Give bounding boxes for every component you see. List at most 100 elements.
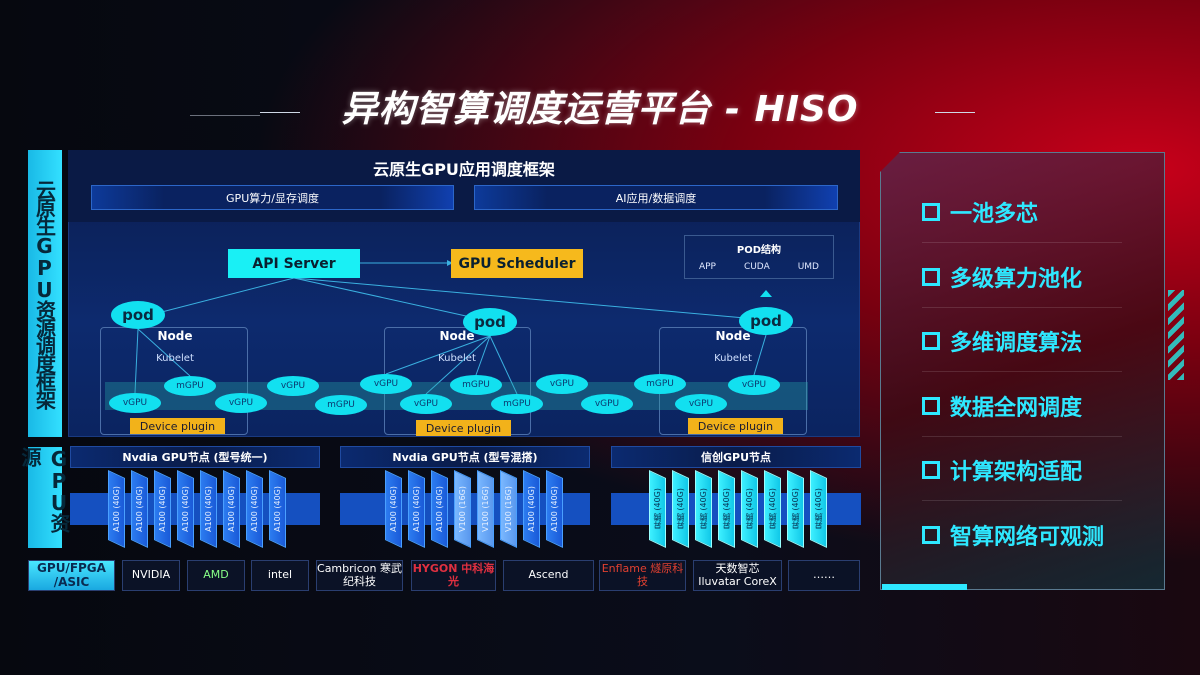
gpu-ellipse: mGPU	[164, 376, 216, 396]
gpu-card-label: A100 (40G)	[181, 486, 190, 532]
arrow-right-icon	[447, 260, 453, 266]
gpu-ellipse: mGPU	[634, 374, 686, 394]
vendor-logo: Ascend	[503, 560, 594, 591]
gpu-card-label: 昇腾 (40G)	[653, 488, 662, 530]
gpu-card: A100 (40G)	[523, 470, 540, 548]
gpu-card-group: A100 (40G) A100 (40G) A100 (40G) V100 (16G)…	[385, 470, 563, 548]
kubelet-label: Kubelet	[156, 353, 194, 364]
gpu-node-header: Nvdia GPU节点 (型号混搭)	[340, 446, 590, 468]
feature-label: 计算架构适配	[950, 460, 1083, 485]
gpu-card: V100 (16G)	[454, 470, 471, 548]
gpu-card-label: 昇腾 (40G)	[699, 488, 708, 530]
pod-ellipse: pod	[463, 308, 517, 336]
vendor-logo: Cambricon 寒武纪科技	[316, 560, 403, 591]
gpu-ellipse: mGPU	[315, 395, 367, 415]
device-plugin-box: Device plugin	[130, 418, 225, 434]
gpu-ellipse: mGPU	[450, 375, 502, 395]
device-plugin-box: Device plugin	[416, 420, 511, 436]
title-deco-left	[260, 112, 300, 113]
gpu-ellipse: vGPU	[728, 375, 780, 395]
framework-side-label: 云原生GPU资源调度框架	[28, 150, 62, 437]
checkbox-icon	[922, 203, 940, 221]
gpu-card-label: A100 (40G)	[273, 486, 282, 532]
gpu-card-label: 昇腾 (40G)	[768, 488, 777, 530]
gpu-node-header: 信创GPU节点	[611, 446, 861, 468]
divider	[922, 371, 1122, 372]
gpu-card-label: A100 (40G)	[204, 486, 213, 532]
gpu-card: A100 (40G)	[246, 470, 263, 548]
gpu-card-label: 昇腾 (40G)	[722, 488, 731, 530]
gpu-card-label: A100 (40G)	[158, 486, 167, 532]
link	[137, 328, 191, 377]
pod-item-umd: UMD	[797, 262, 819, 272]
feature-item: 计算架构适配	[922, 454, 1082, 486]
node-label: Node	[715, 329, 751, 343]
divider	[922, 500, 1122, 501]
gpu-ellipse: vGPU	[675, 394, 727, 414]
gpu-card-label: A100 (40G)	[389, 486, 398, 532]
band-gpu-scheduling: GPU算力/显存调度	[91, 185, 454, 210]
api-server-box: API Server	[228, 249, 360, 278]
divider	[922, 242, 1122, 243]
checkbox-icon	[922, 332, 940, 350]
gpu-node-header: Nvdia GPU节点 (型号统一)	[70, 446, 320, 468]
gpu-card: A100 (40G)	[200, 470, 217, 548]
gpu-ellipse: vGPU	[109, 393, 161, 413]
vendor-logo: intel	[251, 560, 309, 591]
feature-label: 智算网络可观测	[950, 524, 1105, 550]
page-title: 异构智算调度运营平台 - HISO	[341, 89, 859, 130]
checkbox-icon	[922, 461, 940, 479]
gpu-card: A100 (40G)	[546, 470, 563, 548]
pod-item-cuda: CUDA	[743, 262, 770, 272]
gpu-card-label: 昇腾 (40G)	[676, 488, 685, 530]
pod-ellipse: pod	[739, 307, 793, 335]
feature-item: 多维调度算法	[922, 325, 1082, 357]
framework-title: 云原生GPU应用调度框架	[373, 160, 555, 179]
gpu-card: 昇腾 (40G)	[649, 470, 666, 548]
node-label: Node	[157, 329, 193, 343]
link	[425, 335, 491, 395]
gpu-card-label: V100 (16G)	[481, 486, 490, 532]
feature-label: 数据全网调度	[950, 395, 1083, 421]
divider	[190, 115, 260, 116]
checkbox-icon	[922, 396, 940, 415]
gpu-card: A100 (40G)	[408, 470, 425, 548]
gpu-ellipse: vGPU	[400, 394, 452, 414]
gpu-card-label: A100 (40G)	[527, 486, 536, 532]
gpu-card: A100 (40G)	[431, 470, 448, 548]
kubelet-label: Kubelet	[714, 353, 752, 364]
vendor-logo: AMD	[187, 560, 245, 591]
gpu-card-label: A100 (40G)	[112, 486, 121, 532]
feature-label: 多级算力池化	[950, 266, 1083, 292]
gpu-ellipse: mGPU	[491, 394, 543, 414]
gpu-card-label: V100 (16G)	[458, 486, 467, 532]
link	[293, 277, 476, 319]
gpu-card: A100 (40G)	[108, 470, 125, 548]
gpu-side-label: GPU资源	[18, 447, 71, 548]
gpu-card: A100 (40G)	[131, 470, 148, 548]
gpu-card-label: V100 (16G)	[504, 486, 513, 532]
gpu-card-label: A100 (40G)	[227, 486, 236, 532]
gpu-card: 昇腾 (40G)	[718, 470, 735, 548]
gpu-card: A100 (40G)	[154, 470, 171, 548]
vendor-logo: Enflame 燧原科技	[599, 560, 686, 591]
feature-panel	[880, 152, 1165, 590]
gpu-card: 昇腾 (40G)	[672, 470, 689, 548]
pod-structure-box: POD结构 APP CUDA UMD	[684, 235, 834, 279]
vendor-logo: ……	[788, 560, 860, 591]
vendor-logo: NVIDIA	[122, 560, 180, 591]
gpu-card: V100 (16G)	[477, 470, 494, 548]
title-deco-right	[935, 112, 975, 113]
feature-item: 多级算力池化	[922, 261, 1082, 293]
gpu-ellipse: vGPU	[360, 374, 412, 394]
link	[385, 335, 491, 375]
gpu-card-label: A100 (40G)	[435, 486, 444, 532]
gpu-card-label: A100 (40G)	[135, 486, 144, 532]
arrow-up-icon	[760, 290, 772, 297]
gpu-ellipse: vGPU	[536, 374, 588, 394]
panel-accent	[882, 584, 967, 590]
divider	[922, 435, 1122, 437]
gpu-card-group: 昇腾 (40G) 昇腾 (40G) 昇腾 (40G) 昇腾 (40G) 昇腾 (40G)…	[649, 470, 827, 548]
feature-label: 一池多芯	[950, 202, 1039, 227]
gpu-ellipse: vGPU	[581, 394, 633, 414]
